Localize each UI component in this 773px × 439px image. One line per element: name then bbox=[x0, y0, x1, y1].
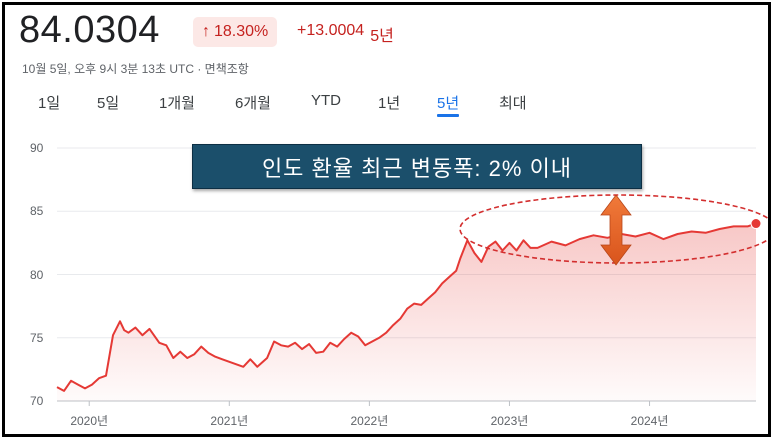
tab-max[interactable]: 최대 bbox=[499, 92, 527, 113]
current-price: 84.0304 bbox=[19, 9, 160, 51]
tab-label: YTD bbox=[311, 92, 341, 109]
x-tick-label: 2024년 bbox=[630, 414, 669, 428]
timestamp: 10월 5일, 오후 9시 3분 13초 UTC · 면책조항 bbox=[22, 62, 249, 76]
active-tab-indicator bbox=[437, 114, 460, 117]
x-tick-label: 2022년 bbox=[350, 414, 389, 428]
tab-1y[interactable]: 1년 bbox=[378, 92, 400, 113]
tab-label: 1개월 bbox=[159, 95, 195, 112]
last-price-marker bbox=[750, 218, 762, 230]
percent-change: 18.30% bbox=[214, 23, 269, 40]
tab-label: 5일 bbox=[97, 95, 120, 112]
tab-1m[interactable]: 1개월 bbox=[159, 92, 195, 113]
absolute-change: +13.0004 5년 bbox=[297, 22, 394, 46]
annotation-callout: 인도 환율 최근 변동폭: 2% 이내 bbox=[192, 144, 642, 189]
tab-label: 6개월 bbox=[235, 95, 271, 112]
recent-range-ellipse bbox=[459, 194, 768, 264]
tab-label: 최대 bbox=[499, 95, 527, 112]
y-tick-label: 90 bbox=[30, 141, 44, 155]
x-tick-label: 2021년 bbox=[210, 414, 249, 428]
y-tick-label: 70 bbox=[30, 394, 44, 408]
change-period: 5년 bbox=[370, 28, 394, 45]
tab-5y[interactable]: 5년 bbox=[437, 92, 460, 117]
y-tick-label: 80 bbox=[30, 267, 44, 282]
tab-label: 1일 bbox=[38, 95, 61, 112]
y-tick-label: 75 bbox=[30, 330, 44, 345]
price-chart bbox=[56, 147, 768, 406]
up-arrow-icon: ↑ bbox=[202, 23, 210, 40]
tab-5d[interactable]: 5일 bbox=[97, 92, 119, 113]
price-line bbox=[56, 222, 757, 392]
x-tick-label: 2023년 bbox=[490, 414, 529, 428]
y-tick-label: 85 bbox=[30, 204, 44, 219]
x-tick-label: 2020년 bbox=[70, 414, 109, 428]
tab-ytd[interactable]: YTD bbox=[311, 92, 341, 109]
range-tabs: 1일 5일 1개월 6개월 YTD 1년 5년 최대 bbox=[5, 92, 605, 118]
price-area bbox=[57, 223, 756, 401]
tab-6m[interactable]: 6개월 bbox=[235, 92, 271, 113]
tab-label: 5년 bbox=[437, 95, 460, 112]
double-arrow-icon bbox=[600, 194, 632, 266]
absolute-change-value: +13.0004 bbox=[297, 22, 365, 39]
tab-1d[interactable]: 1일 bbox=[38, 92, 60, 113]
tab-label: 1년 bbox=[378, 95, 401, 112]
percent-change-badge: ↑ 18.30% bbox=[193, 17, 278, 47]
